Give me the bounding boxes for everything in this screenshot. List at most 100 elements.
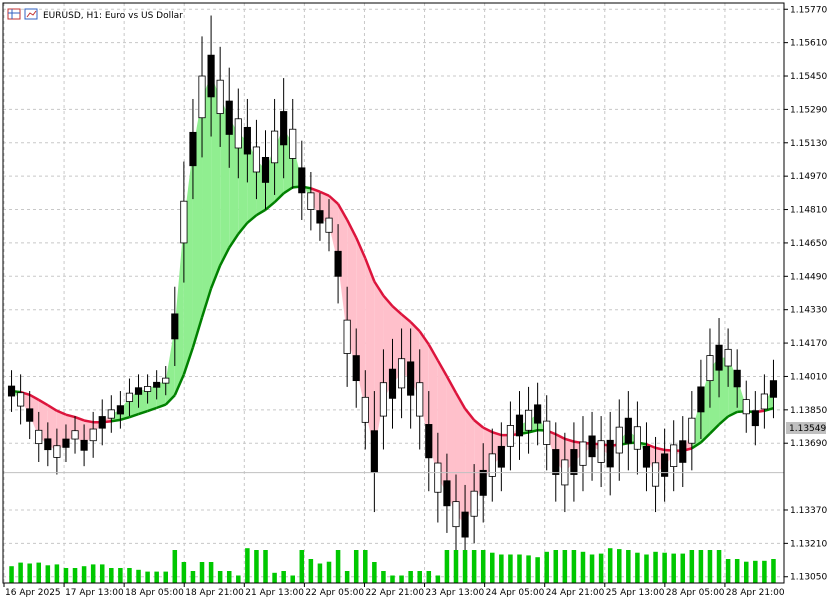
y-tick-label: 1.14490 bbox=[790, 272, 827, 282]
trend-line-segment bbox=[418, 330, 430, 346]
candle-body bbox=[144, 386, 152, 392]
trend-line-segment bbox=[147, 406, 158, 413]
trend-line-segment bbox=[228, 233, 240, 249]
trend-line-segment bbox=[764, 407, 774, 413]
x-tick-label: 23 Apr 13:00 bbox=[426, 588, 485, 598]
trend-line-segment bbox=[129, 412, 139, 419]
trend-line-segment bbox=[427, 343, 439, 362]
candle-body bbox=[243, 126, 251, 155]
band-up-segment bbox=[700, 368, 710, 443]
candle-body bbox=[479, 469, 487, 496]
x-tick-label: 16 Apr 2025 bbox=[5, 588, 61, 598]
trend-line-segment bbox=[646, 443, 657, 450]
band-down-segment bbox=[329, 195, 339, 264]
candle-body bbox=[416, 382, 424, 417]
trend-line-segment bbox=[282, 186, 294, 195]
price-axis[interactable]: 1.15770 1.15610 1.15450 1.15290 1.15130 1.149… bbox=[784, 5, 827, 600]
candle-body bbox=[125, 392, 134, 402]
trend-line-segment bbox=[56, 409, 67, 416]
trend-line-segment bbox=[436, 359, 449, 377]
trend-line-segment bbox=[328, 194, 339, 205]
chart-window-icon[interactable] bbox=[24, 8, 38, 20]
candle-body bbox=[688, 417, 696, 444]
candle-body bbox=[534, 404, 542, 424]
time-axis[interactable]: 16 Apr 2025 17 Apr 13:00 18 Apr 05:00 18 Ap… bbox=[3, 583, 785, 598]
trend-line-segment bbox=[47, 404, 58, 412]
candle-body bbox=[343, 319, 351, 354]
candle-body bbox=[461, 511, 469, 538]
band-up-segment bbox=[211, 76, 221, 289]
trend-line-segment bbox=[200, 287, 213, 318]
candle-body bbox=[570, 449, 578, 475]
band-down-segment bbox=[437, 360, 447, 494]
candle-body bbox=[171, 313, 179, 340]
y-tick-label: 1.13370 bbox=[790, 506, 827, 516]
candle-body bbox=[579, 441, 587, 466]
candle-body bbox=[470, 490, 478, 517]
candle-body bbox=[715, 344, 723, 371]
x-tick-label: 18 Apr 05:00 bbox=[125, 588, 184, 598]
candle-body bbox=[397, 358, 406, 389]
candle-body bbox=[388, 368, 397, 399]
band-down-segment bbox=[338, 203, 348, 337]
trend-line-segment bbox=[209, 264, 222, 289]
candle-body bbox=[44, 438, 52, 451]
candle-body bbox=[651, 462, 660, 487]
x-tick-label: 22 Apr 05:00 bbox=[305, 588, 364, 598]
volume-histogram bbox=[9, 548, 776, 583]
candle-body bbox=[425, 424, 433, 459]
candle-body bbox=[298, 167, 306, 194]
candle-body bbox=[361, 396, 369, 423]
trend-line-segment bbox=[700, 432, 711, 444]
band-down-segment bbox=[455, 392, 466, 525]
grid-icon[interactable] bbox=[7, 8, 21, 20]
candle-body bbox=[271, 130, 279, 164]
trend-line-segment bbox=[111, 418, 121, 423]
trend-line-segment bbox=[219, 247, 231, 266]
y-tick-label: 1.13850 bbox=[790, 406, 827, 416]
candle-body bbox=[17, 392, 25, 407]
trend-line-segment bbox=[138, 409, 148, 416]
trend-line-segment bbox=[409, 321, 421, 333]
candle-body bbox=[443, 480, 451, 507]
candle-body bbox=[307, 192, 315, 210]
x-tick-label: 28 Apr 21:00 bbox=[726, 588, 785, 598]
candle-body bbox=[134, 387, 143, 395]
candle-body bbox=[325, 217, 333, 233]
candle-body bbox=[524, 409, 533, 431]
candle-body bbox=[697, 386, 705, 413]
y-tick-label: 1.14650 bbox=[790, 239, 827, 249]
candle-body bbox=[552, 449, 560, 475]
trend-line-segment bbox=[555, 433, 566, 440]
y-tick-label: 1.14330 bbox=[790, 306, 827, 316]
trend-line-segment bbox=[564, 437, 575, 443]
candle-body bbox=[116, 405, 124, 415]
trend-line-segment bbox=[400, 313, 412, 323]
y-tick-label: 1.15130 bbox=[790, 139, 827, 149]
candle-body bbox=[7, 385, 16, 397]
x-tick-label: 18 Apr 21:00 bbox=[185, 588, 244, 598]
candle-body bbox=[352, 355, 360, 382]
candle-body bbox=[769, 380, 778, 398]
trend-line-segment bbox=[246, 214, 258, 224]
candle-body bbox=[407, 361, 415, 396]
candle-body bbox=[207, 54, 215, 98]
candle-body bbox=[434, 462, 442, 493]
current-price-value: 1.13549 bbox=[789, 424, 826, 434]
trend-line-segment bbox=[74, 415, 85, 422]
indicator-band bbox=[11, 76, 774, 525]
candle-body bbox=[670, 444, 678, 467]
y-tick-label: 1.14010 bbox=[790, 372, 827, 382]
band-up-segment bbox=[220, 96, 230, 266]
trend-line-segment bbox=[319, 190, 330, 197]
y-tick-label: 1.15610 bbox=[790, 39, 827, 49]
x-tick-label: 24 Apr 05:00 bbox=[486, 588, 545, 598]
candle-body bbox=[506, 425, 514, 447]
candle-body bbox=[89, 428, 97, 442]
y-tick-label: 1.14170 bbox=[790, 339, 827, 349]
trend-line-segment bbox=[237, 221, 249, 235]
candle-body bbox=[706, 355, 714, 382]
trend-line-segment bbox=[38, 398, 49, 407]
trend-line-segment bbox=[255, 208, 267, 217]
